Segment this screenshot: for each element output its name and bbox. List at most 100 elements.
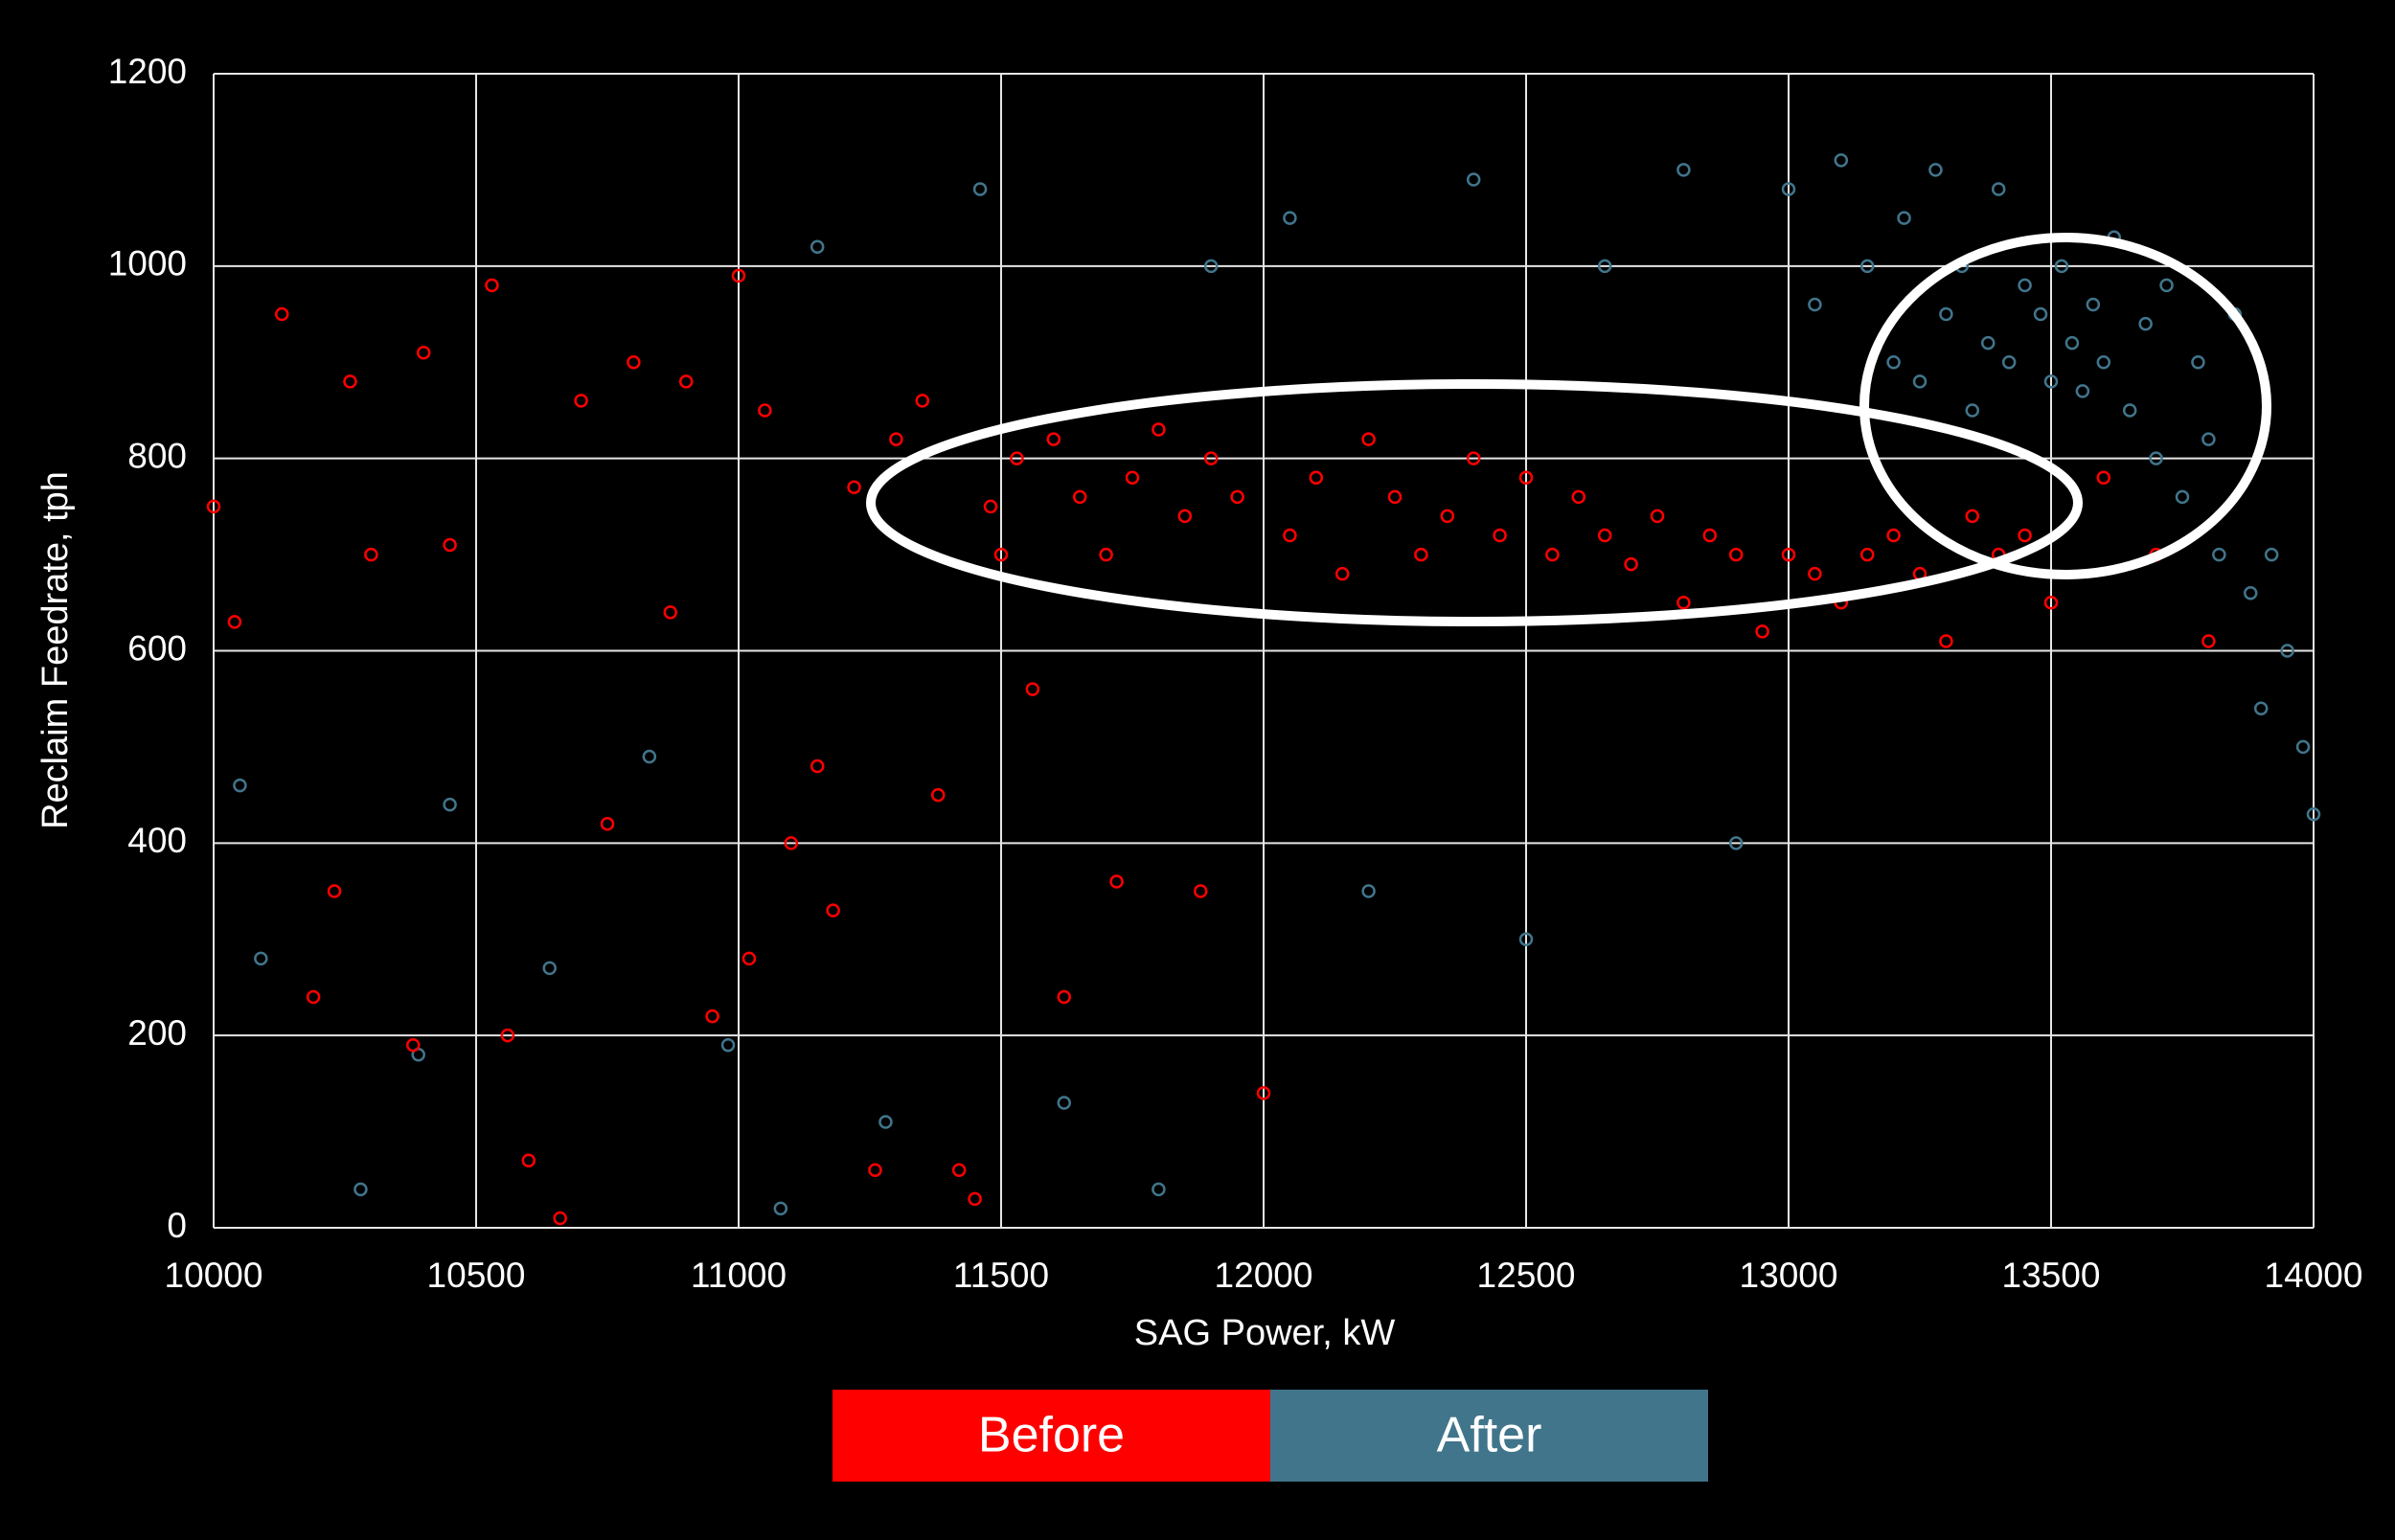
point: [500, 1028, 515, 1043]
point: [773, 1201, 788, 1216]
legend-label: Before: [978, 1408, 1125, 1463]
point: [1980, 335, 1996, 351]
point: [2122, 403, 2137, 418]
x-tick-label: 12500: [1477, 1256, 1576, 1295]
y-tick-label: 0: [167, 1206, 187, 1245]
point: [206, 499, 221, 514]
point: [1057, 1096, 1072, 1110]
point: [1991, 182, 2006, 196]
point: [1387, 489, 1403, 505]
point: [2175, 489, 2190, 505]
point: [2033, 306, 2048, 322]
point: [2086, 297, 2101, 312]
point: [1334, 566, 1350, 581]
point: [416, 345, 431, 360]
point: [1808, 297, 1822, 312]
point: [2201, 432, 2216, 446]
point: [2043, 596, 2059, 610]
point: [1624, 556, 1638, 572]
point: [1152, 1182, 1166, 1197]
point: [1518, 470, 1534, 485]
x-axis-title: SAG Power, kW: [1134, 1313, 1396, 1353]
point: [915, 394, 930, 408]
point: [1152, 422, 1166, 437]
point: [1965, 509, 1980, 524]
y-tick-label: 600: [127, 628, 187, 668]
point: [1859, 259, 1875, 274]
point: [364, 547, 378, 562]
point: [1309, 470, 1324, 485]
point: [2054, 259, 2069, 274]
point: [274, 306, 289, 322]
point: [2096, 355, 2111, 370]
point: [720, 1037, 736, 1053]
legend-label: After: [1437, 1408, 1542, 1463]
point: [1177, 509, 1193, 524]
point: [2001, 355, 2017, 370]
point: [1728, 547, 1744, 562]
point: [1256, 1086, 1271, 1100]
point: [993, 547, 1009, 562]
point: [930, 787, 946, 803]
point: [1834, 153, 1849, 168]
point: [2138, 316, 2153, 331]
highlight-ellipse: [1859, 233, 2271, 579]
point: [1230, 489, 1244, 505]
point: [574, 394, 588, 408]
point: [2201, 634, 2216, 648]
y-tick-label: 1000: [108, 244, 187, 283]
point: [868, 1163, 882, 1177]
point: [1912, 374, 1927, 389]
point: [1099, 547, 1113, 562]
point: [2306, 806, 2321, 822]
point: [1676, 596, 1691, 610]
y-axis-title: Reclaim Feedrate, tph: [35, 471, 76, 829]
point: [327, 884, 342, 898]
point: [1928, 163, 1943, 177]
point: [1125, 470, 1140, 485]
point: [1414, 547, 1428, 562]
point: [2295, 739, 2311, 755]
point: [1965, 403, 1980, 418]
point: [1072, 489, 1087, 505]
point: [2280, 644, 2294, 658]
point: [1518, 932, 1534, 946]
point: [983, 499, 998, 514]
point: [678, 374, 694, 389]
x-tick-label: 12000: [1215, 1256, 1313, 1295]
point: [972, 182, 988, 196]
point: [2064, 335, 2080, 351]
point: [758, 403, 772, 418]
point: [2075, 384, 2090, 398]
highlight-ellipse: [866, 379, 2083, 626]
x-tick-label: 13500: [2002, 1256, 2101, 1295]
point: [1440, 509, 1455, 524]
legend: Before After: [833, 1390, 1708, 1482]
point: [2018, 528, 2032, 543]
point: [968, 1191, 982, 1207]
point: [826, 903, 840, 917]
point: [553, 1211, 567, 1226]
point: [1650, 509, 1665, 524]
point: [443, 797, 457, 812]
points: [206, 153, 2321, 1226]
point: [627, 355, 641, 370]
point: [1571, 489, 1586, 505]
point: [1545, 547, 1560, 562]
point: [2243, 586, 2258, 600]
point: [1466, 172, 1481, 187]
point: [2043, 374, 2059, 389]
point: [254, 951, 268, 966]
point: [1466, 451, 1481, 465]
x-tick-label: 10000: [165, 1256, 263, 1295]
point: [1361, 884, 1376, 898]
point: [1886, 355, 1901, 370]
point: [889, 432, 903, 446]
point: [2096, 470, 2111, 485]
grid: 0 200 400 600 800 1000 1200 10000 10500 11000 1150…: [108, 52, 2363, 1295]
point: [2191, 355, 2205, 370]
point: [1781, 547, 1796, 562]
legend-swatch: [833, 1390, 1270, 1482]
point: [1057, 989, 1072, 1005]
point: [1728, 836, 1744, 850]
